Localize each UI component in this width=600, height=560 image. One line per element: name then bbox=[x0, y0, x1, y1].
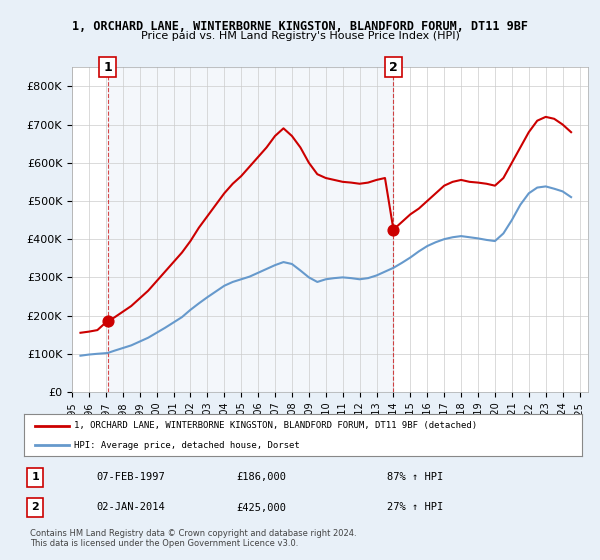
Text: HPI: Average price, detached house, Dorset: HPI: Average price, detached house, Dors… bbox=[74, 441, 300, 450]
Text: Contains HM Land Registry data © Crown copyright and database right 2024.: Contains HM Land Registry data © Crown c… bbox=[30, 529, 356, 538]
Text: 07-FEB-1997: 07-FEB-1997 bbox=[97, 472, 165, 482]
Text: 1: 1 bbox=[31, 472, 39, 482]
Text: 2: 2 bbox=[31, 502, 39, 512]
Text: 02-JAN-2014: 02-JAN-2014 bbox=[97, 502, 165, 512]
Text: 87% ↑ HPI: 87% ↑ HPI bbox=[387, 472, 443, 482]
Text: £186,000: £186,000 bbox=[236, 472, 286, 482]
Text: 27% ↑ HPI: 27% ↑ HPI bbox=[387, 502, 443, 512]
Text: 2: 2 bbox=[389, 60, 398, 74]
Point bbox=[389, 225, 398, 234]
Bar bbox=[107, 67, 394, 392]
Text: Price paid vs. HM Land Registry's House Price Index (HPI): Price paid vs. HM Land Registry's House … bbox=[140, 31, 460, 41]
Text: 1, ORCHARD LANE, WINTERBORNE KINGSTON, BLANDFORD FORUM, DT11 9BF (detached): 1, ORCHARD LANE, WINTERBORNE KINGSTON, B… bbox=[74, 421, 478, 430]
Point bbox=[103, 316, 112, 325]
Text: 1, ORCHARD LANE, WINTERBORNE KINGSTON, BLANDFORD FORUM, DT11 9BF: 1, ORCHARD LANE, WINTERBORNE KINGSTON, B… bbox=[72, 20, 528, 32]
Text: £425,000: £425,000 bbox=[236, 502, 286, 512]
Text: This data is licensed under the Open Government Licence v3.0.: This data is licensed under the Open Gov… bbox=[30, 539, 298, 548]
Text: 1: 1 bbox=[103, 60, 112, 74]
